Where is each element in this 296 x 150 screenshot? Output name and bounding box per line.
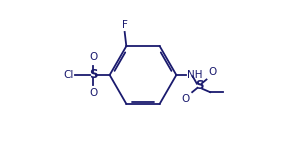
Text: Cl: Cl (63, 70, 73, 80)
Text: NH: NH (187, 70, 203, 80)
Text: O: O (209, 67, 217, 77)
Text: O: O (89, 87, 97, 98)
Text: F: F (122, 20, 128, 30)
Text: O: O (89, 52, 97, 63)
Text: O: O (182, 94, 190, 104)
Text: S: S (89, 69, 97, 81)
Text: S: S (195, 79, 204, 92)
